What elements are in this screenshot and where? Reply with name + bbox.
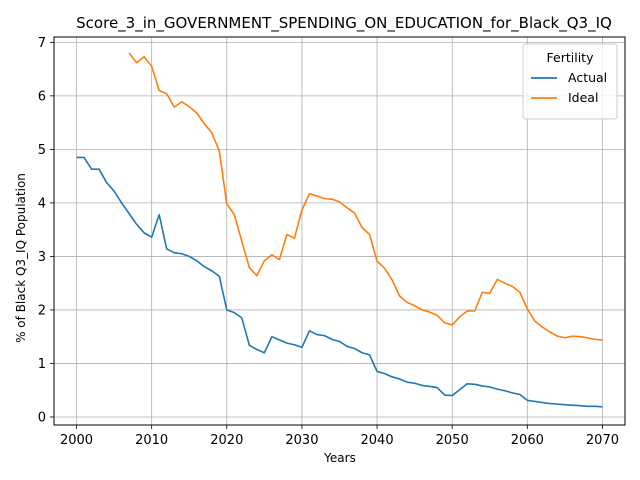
legend-box	[522, 43, 618, 120]
series-line-actual	[76, 156, 603, 408]
y-tick-label: 7	[38, 36, 46, 51]
y-tick-label: 0	[38, 410, 46, 425]
series-line-ideal	[128, 52, 603, 341]
x-tick-label: 2000	[60, 433, 93, 448]
y-tick-label: 4	[38, 196, 46, 211]
x-tick-label: 2040	[361, 433, 394, 448]
x-tick-label: 2070	[586, 433, 619, 448]
y-tick-label: 3	[38, 250, 46, 265]
x-tick-label: 2020	[210, 433, 243, 448]
legend: Fertility Actual Ideal	[522, 43, 618, 120]
x-axis-label: Years	[323, 451, 356, 465]
plot-frame	[53, 36, 626, 426]
x-tick-label: 2060	[511, 433, 544, 448]
legend-label-ideal: Ideal	[568, 90, 598, 105]
y-axis: 0 1 2 3 4 5 6 7	[38, 36, 54, 425]
y-tick-label: 2	[38, 303, 46, 318]
y-axis-label: % of Black Q3_IQ Population	[14, 173, 28, 343]
plot-lines	[76, 52, 603, 408]
x-tick-label: 2010	[135, 433, 168, 448]
x-tick-label: 2030	[285, 433, 318, 448]
y-tick-label: 5	[38, 143, 46, 158]
legend-title: Fertility	[547, 50, 595, 65]
y-tick-label: 1	[38, 357, 46, 372]
legend-label-actual: Actual	[568, 70, 607, 85]
y-tick-label: 6	[38, 89, 46, 104]
x-tick-label: 2050	[436, 433, 469, 448]
x-axis: 2000 2010 2020 2030 2040 2050 2060 2070	[60, 425, 619, 448]
chart-title: Score_3_in_GOVERNMENT_SPENDING_ON_EDUCAT…	[76, 14, 612, 33]
